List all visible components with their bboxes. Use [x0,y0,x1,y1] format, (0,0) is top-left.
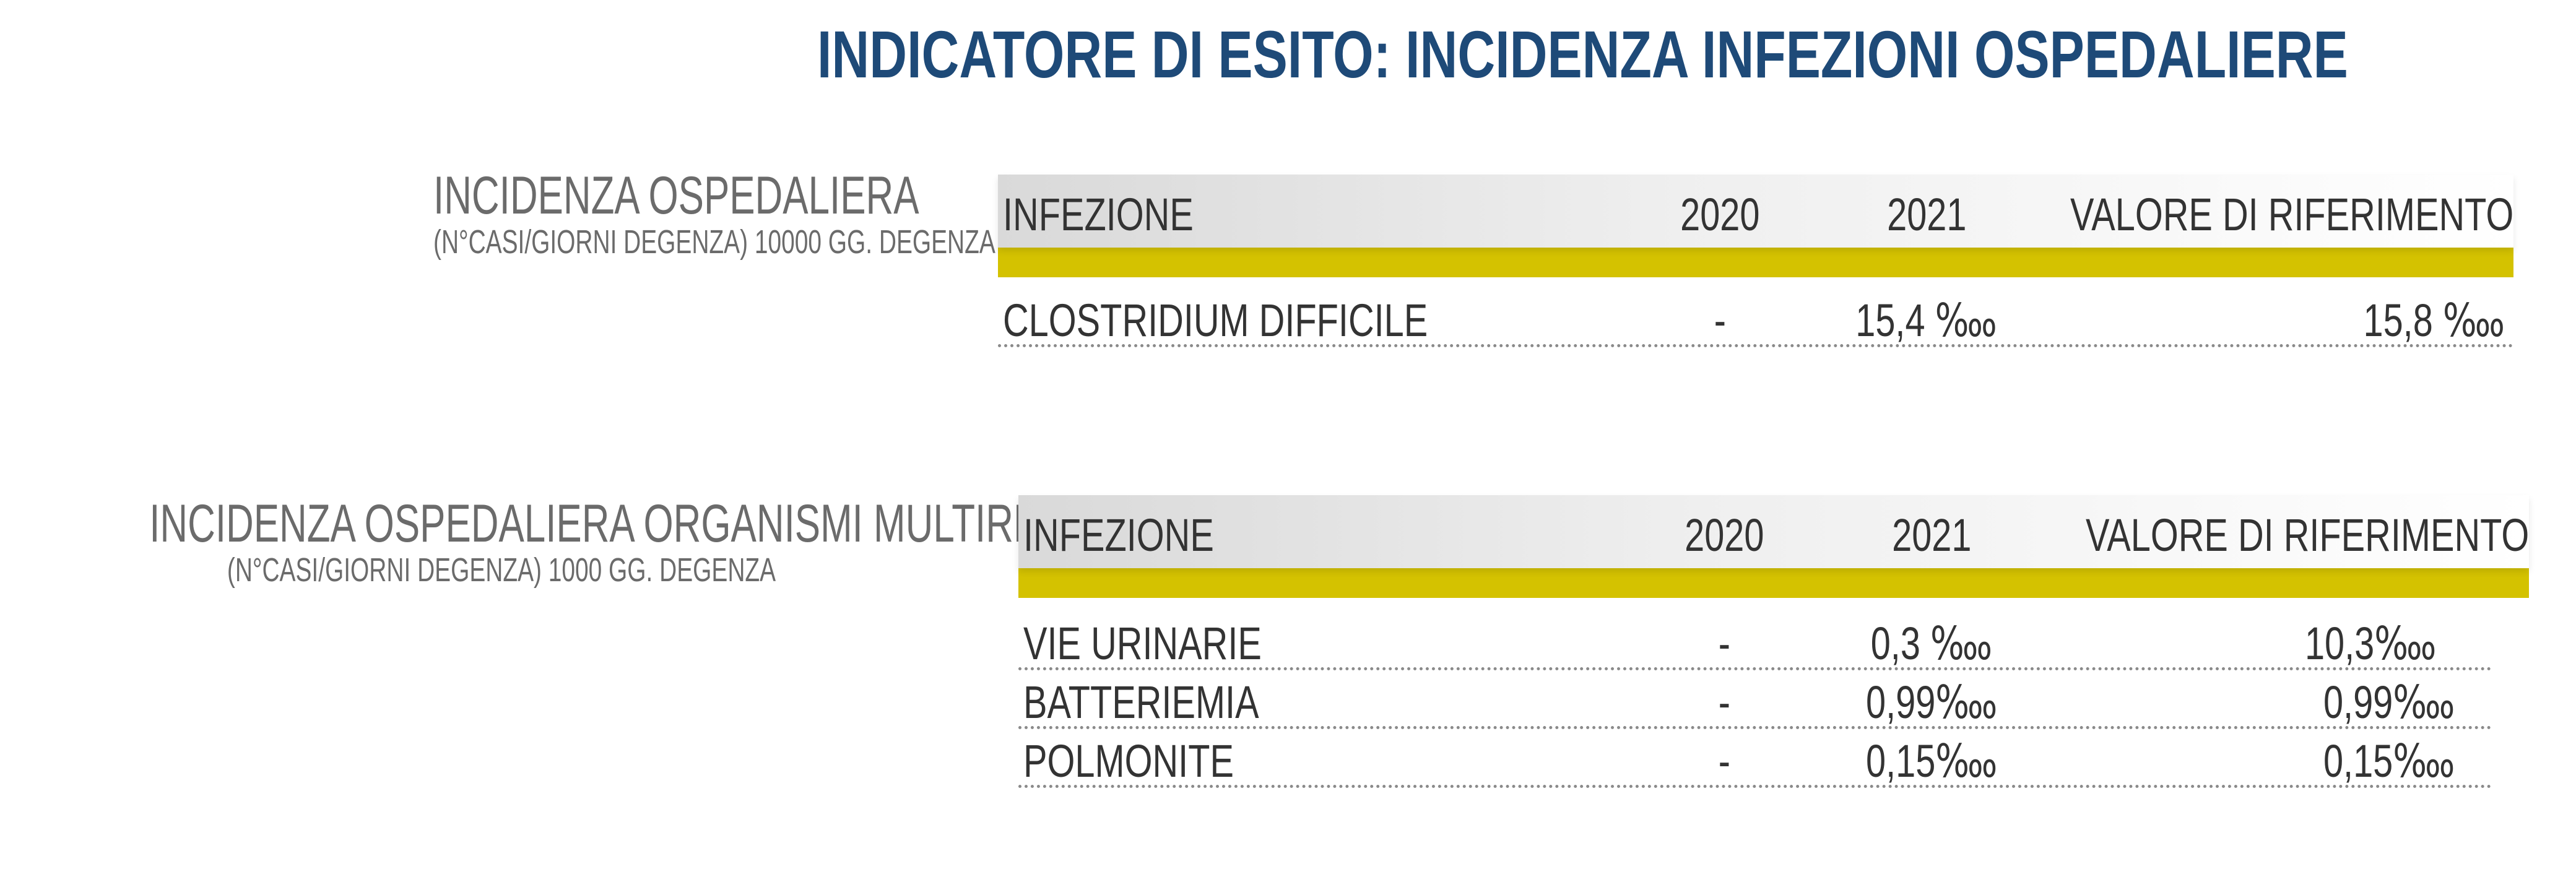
row-infezione: CLOSTRIDIUM DIFFICILE [1003,295,1428,346]
row-riferimento: 15,8 ‱ [2363,295,2505,346]
table-row: BATTERIEMIA - 0,99‱ 0,99‱ [1018,670,2492,729]
table-row: CLOSTRIDIUM DIFFICILE - 15,4 ‱ 15,8 ‱ [998,288,2513,347]
row-2020: - [1718,735,1730,787]
section-1-label: INCIDENZA OSPEDALIERA (N°CASI/GIORNI DEG… [347,166,995,261]
table-header: INFEZIONE 2020 2021 VALORE DI RIFERIMENT… [998,175,2513,248]
row-riferimento: 0,99‱ [2323,677,2455,728]
row-2020: - [1718,677,1730,728]
table-header: INFEZIONE 2020 2021 VALORE DI RIFERIMENT… [1018,495,2529,568]
row-2021: 0,3 ‱ [1870,618,1993,669]
row-2021: 0,15‱ [1865,735,1998,787]
row-2020: - [1718,618,1730,669]
page-title: INDICATORE DI ESITO: INCIDENZA INFEZIONI… [817,17,2348,92]
header-infezione: INFEZIONE [1003,189,1194,240]
row-2021: 0,99‱ [1865,677,1998,728]
row-2021: 15,4 ‱ [1855,295,1998,346]
section-1-table: INFEZIONE 2020 2021 VALORE DI RIFERIMENT… [998,175,2513,347]
section-1-title: INCIDENZA OSPEDALIERA [433,166,919,225]
section-2-table: INFEZIONE 2020 2021 VALORE DI RIFERIMENT… [1018,495,2529,788]
row-infezione: BATTERIEMIA [1023,677,1259,728]
row-riferimento: 0,15‱ [2323,735,2455,787]
table-row: POLMONITE - 0,15‱ 0,15‱ [1018,729,2492,788]
section-2-label: INCIDENZA OSPEDALIERA ORGANISMI MULTIRES… [12,494,1212,589]
row-riferimento: 10,3‱ [2304,618,2436,669]
header-accent-bar [1018,568,2529,598]
row-2020: - [1714,295,1726,346]
section-1-subtitle: (N°CASI/GIORNI DEGENZA) 10000 GG. DEGENZ… [433,223,995,261]
section-2-subtitle: (N°CASI/GIORNI DEGENZA) 1000 GG. DEGENZA [227,551,776,589]
header-riferimento: VALORE DI RIFERIMENTO [2070,189,2513,240]
header-2020: 2020 [1684,509,1764,561]
header-accent-bar [998,248,2513,277]
header-riferimento: VALORE DI RIFERIMENTO [2085,509,2529,561]
header-2021: 2021 [1891,509,1972,561]
header-2020: 2020 [1680,189,1760,240]
table-row: VIE URINARIE - 0,3 ‱ 10,3‱ [1018,612,2492,670]
row-infezione: POLMONITE [1023,735,1234,787]
header-2021: 2021 [1886,189,1967,240]
section-2-title: INCIDENZA OSPEDALIERA ORGANISMI MULTIRES… [149,494,1212,553]
row-infezione: VIE URINARIE [1023,618,1262,669]
header-infezione: INFEZIONE [1023,509,1214,561]
